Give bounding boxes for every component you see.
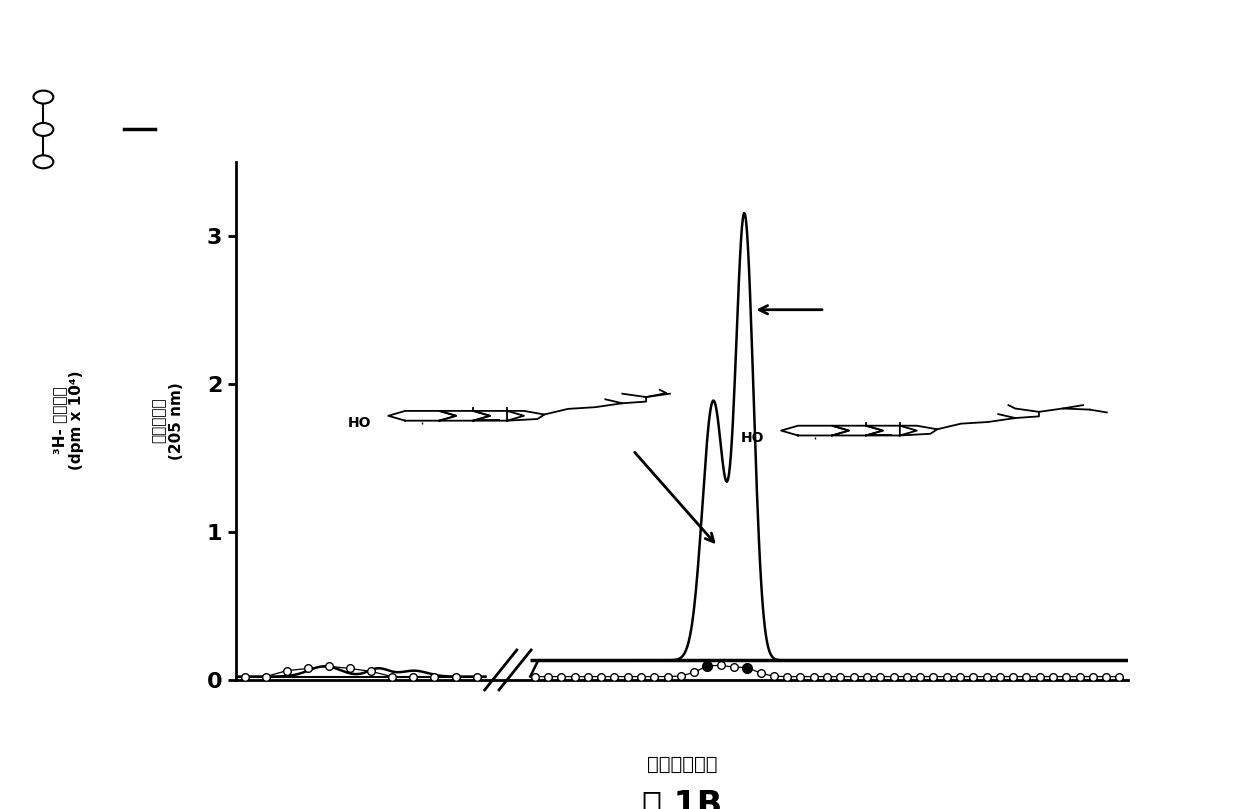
Text: 时间（分钟）: 时间（分钟） [647,755,717,774]
Text: ³H- 放射活性
(dpm x 10⁴): ³H- 放射活性 (dpm x 10⁴) [52,371,84,470]
Text: HO: HO [347,417,371,430]
Text: 图 1B: 图 1B [642,789,722,809]
Text: HO: HO [740,431,764,445]
Text: 探测仪反应
(205 nm): 探测仪反应 (205 nm) [151,382,184,460]
